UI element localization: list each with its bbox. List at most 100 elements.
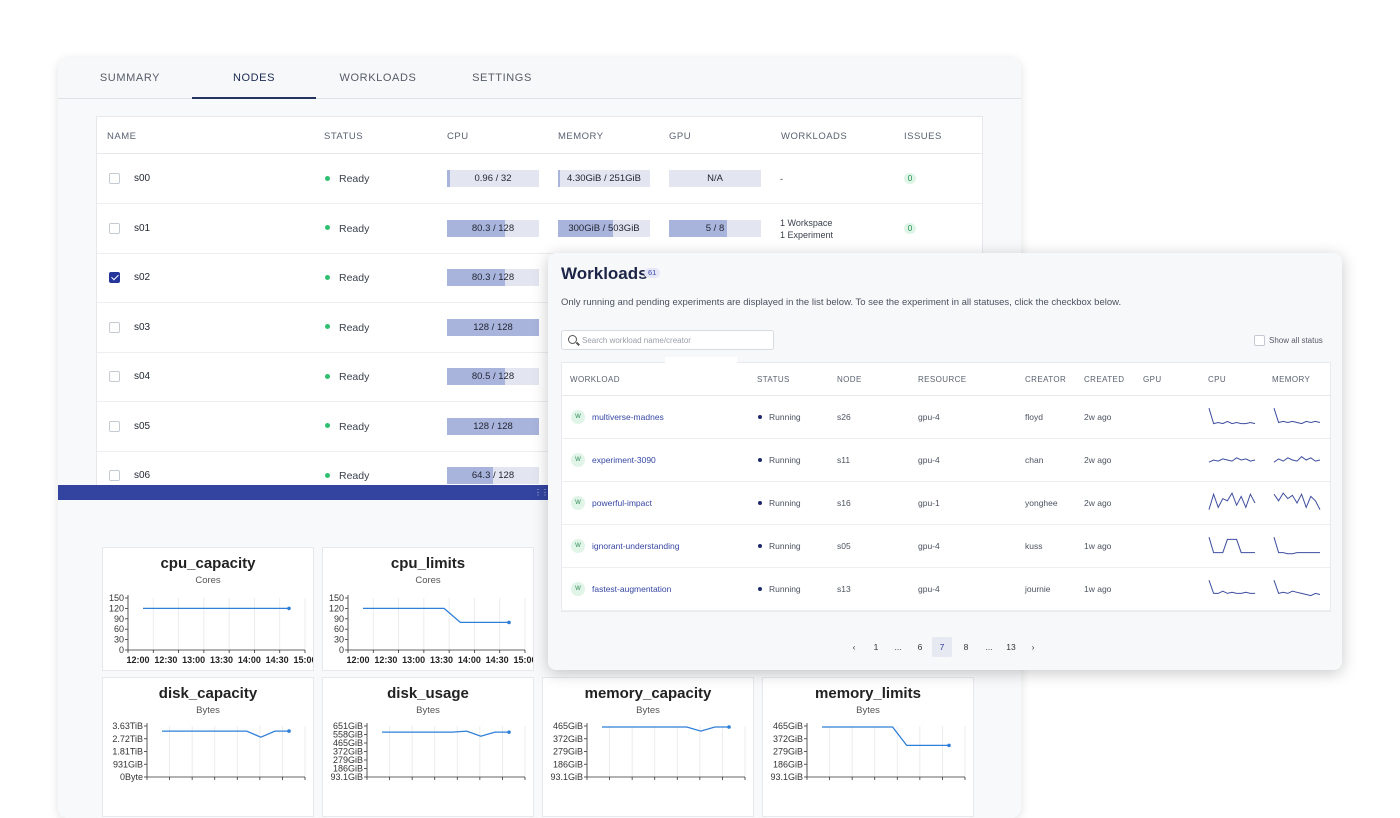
node-name[interactable]: s02 (134, 272, 151, 283)
status-dot-icon (325, 472, 330, 478)
y-tick-label: 1.81TiB (112, 747, 143, 757)
tab-bar: SUMMARY NODES WORKLOADS SETTINGS (58, 58, 1021, 99)
col-creator[interactable]: CREATOR (1025, 375, 1067, 384)
next-page-icon[interactable]: › (1031, 642, 1035, 652)
show-all-status-toggle[interactable]: Show all status (1254, 335, 1323, 346)
series-line (382, 730, 509, 737)
col-status[interactable]: STATUS (757, 375, 790, 384)
row-checkbox[interactable] (109, 420, 120, 432)
node-row[interactable]: s00 Ready 0.96 / 32 4.30GiB / 251GiB N/A - 0 (97, 154, 982, 204)
col-node[interactable]: NODE (837, 375, 862, 384)
col-gpu[interactable]: GPU (1143, 375, 1162, 384)
tab-workloads[interactable]: WORKLOADS (339, 72, 417, 84)
node-row[interactable]: s02 Ready 80.3 / 128 (97, 253, 982, 303)
sparkline-path (1208, 580, 1255, 594)
workload-node[interactable]: s13 (837, 584, 851, 594)
workload-node[interactable]: s11 (837, 455, 851, 465)
workload-resource: gpu-4 (918, 455, 940, 465)
col-gpu[interactable]: GPU (669, 131, 692, 142)
tab-settings[interactable]: SETTINGS (472, 72, 532, 84)
chart-title: cpu_capacity (160, 555, 256, 572)
search-input[interactable] (582, 333, 767, 347)
workload-node[interactable]: s05 (837, 541, 851, 551)
cpu-usage-bar: 128 / 128 (447, 417, 539, 435)
page-13[interactable]: 13 (1006, 642, 1016, 652)
row-checkbox[interactable] (109, 173, 120, 184)
chart-unit: Bytes (416, 705, 440, 716)
y-tick-label: 651GiB (333, 721, 363, 731)
workload-name[interactable]: ignorant-understanding (592, 541, 680, 551)
y-tick-label: 90 (114, 614, 124, 624)
node-name[interactable]: s06 (134, 470, 151, 481)
status-label: Ready (339, 173, 370, 185)
running-dot-icon (758, 543, 762, 548)
workload-name[interactable]: powerful-impact (592, 498, 652, 508)
page-8[interactable]: 8 (963, 642, 969, 652)
status-dot-icon (325, 225, 330, 231)
node-name[interactable]: s04 (134, 371, 151, 382)
y-tick-label: 558GiB (333, 730, 363, 740)
drag-handle-icon[interactable]: ⋮⋮⋮ (534, 488, 556, 497)
page-1[interactable]: 1 (873, 642, 879, 652)
workload-resource: gpu-4 (918, 584, 940, 594)
show-all-checkbox[interactable] (1254, 335, 1265, 346)
row-checkbox[interactable] (109, 222, 120, 234)
node-name[interactable]: s05 (134, 420, 151, 432)
workload-search[interactable] (561, 330, 774, 350)
status-label: Running (769, 498, 801, 508)
y-tick-label: 465GiB (553, 721, 583, 731)
workload-node[interactable]: s26 (837, 412, 851, 422)
col-memory[interactable]: MEMORY (1272, 375, 1311, 384)
row-checkbox[interactable] (109, 371, 120, 382)
node-row[interactable]: s04 Ready 80.5 / 128 (97, 352, 982, 402)
node-row[interactable]: s06 Ready 64.3 / 128 (97, 451, 982, 486)
workload-name[interactable]: experiment-3090 (592, 455, 656, 465)
chart-title: disk_capacity (158, 685, 258, 702)
workload-name[interactable]: fastest-augmentation (592, 584, 672, 594)
y-tick-label: 93.1GiB (550, 772, 583, 782)
prev-page-icon[interactable]: ‹ (852, 642, 856, 652)
col-memory[interactable]: MEMORY (558, 131, 604, 142)
y-tick-label: 30 (114, 635, 124, 645)
y-tick-label: 372GiB (553, 734, 583, 744)
x-tick-label: 15:00 (513, 655, 534, 665)
node-status: Ready (325, 421, 369, 433)
node-name[interactable]: s00 (134, 173, 151, 184)
col-cpu[interactable]: CPU (1208, 375, 1227, 384)
col-issues[interactable]: ISSUES (904, 131, 942, 142)
page-7[interactable]: 7 (932, 637, 952, 657)
chart-cpu-limits: cpu_limits Cores 150 120 90 60 30 0 12:00 12:30… (322, 547, 534, 671)
node-name[interactable]: s03 (134, 321, 151, 333)
tab-summary[interactable]: SUMMARY (99, 72, 161, 84)
page-6[interactable]: 6 (917, 642, 923, 652)
y-tick-label: 279GiB (773, 747, 803, 757)
row-checkbox[interactable] (109, 272, 120, 283)
col-status[interactable]: STATUS (324, 131, 364, 142)
node-row[interactable]: s03 Ready 128 / 128 (97, 303, 982, 353)
workload-avatar: W (571, 410, 585, 424)
workload-status: Running (758, 498, 801, 508)
tab-nodes[interactable]: NODES (192, 58, 316, 99)
y-tick-label: 150 (329, 593, 344, 603)
node-name[interactable]: s01 (134, 222, 151, 234)
workload-node[interactable]: s16 (837, 498, 851, 508)
col-workloads[interactable]: WORKLOADS (781, 131, 848, 142)
node-row[interactable]: s01 Ready 80.3 / 128 300GiB / 503GiB 5 / 8 1 … (97, 204, 982, 254)
col-name[interactable]: NAME (107, 131, 137, 142)
memory-sparkline (1273, 408, 1321, 425)
node-row[interactable]: s05 Ready 128 / 128 (97, 402, 982, 452)
col-cpu[interactable]: CPU (447, 131, 469, 142)
y-tick-label: 186GiB (773, 759, 803, 769)
row-checkbox[interactable] (109, 470, 120, 481)
y-tick-label: 372GiB (333, 747, 363, 757)
col-created[interactable]: CREATED (1084, 375, 1125, 384)
col-workload[interactable]: WORKLOAD (570, 375, 620, 384)
row-checkbox[interactable] (109, 321, 120, 333)
workload-name[interactable]: multiverse-madnes (592, 412, 664, 422)
col-resource[interactable]: RESOURCE (918, 375, 967, 384)
